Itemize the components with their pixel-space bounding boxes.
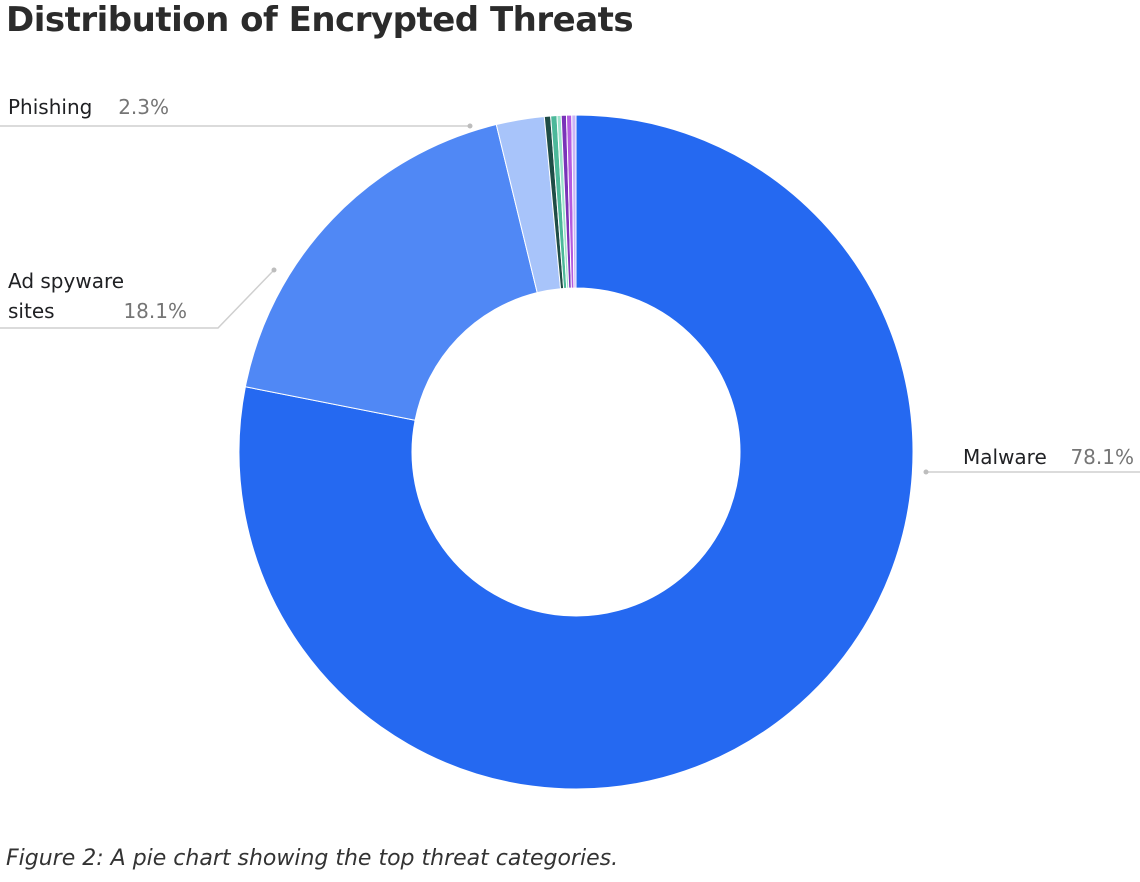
ad-spyware-label-line2: sites: [8, 299, 55, 323]
ad-spyware-leader-line: [0, 269, 275, 329]
slice-ad-spyware-sites: [244, 123, 538, 421]
ad-spyware-label-line1: Ad spyware: [8, 269, 124, 293]
malware-leader-dot: [923, 469, 929, 475]
donut-chart: Malware 78.1% Ad spyware sites 18.1% Phi…: [0, 95, 1140, 790]
ad-spyware-percent: 18.1%: [123, 299, 187, 323]
slices-group: [238, 114, 914, 790]
slice-malware: [238, 114, 914, 790]
ad-spyware-label: Ad spyware sites: [8, 269, 130, 323]
malware-percent: 78.1%: [1070, 445, 1134, 469]
phishing-leader-dot: [467, 123, 473, 129]
figure-caption: Figure 2: A pie chart showing the top th…: [6, 846, 619, 871]
slice-minor-8: [571, 114, 577, 289]
malware-label: Malware: [963, 445, 1047, 469]
ad-spyware-leader-dot: [271, 267, 277, 273]
chart-title: Distribution of Encrypted Threats: [6, 0, 634, 40]
phishing-percent: 2.3%: [118, 95, 169, 119]
callouts-group: Malware 78.1% Ad spyware sites 18.1% Phi…: [0, 95, 1140, 475]
phishing-label: Phishing: [8, 95, 92, 119]
